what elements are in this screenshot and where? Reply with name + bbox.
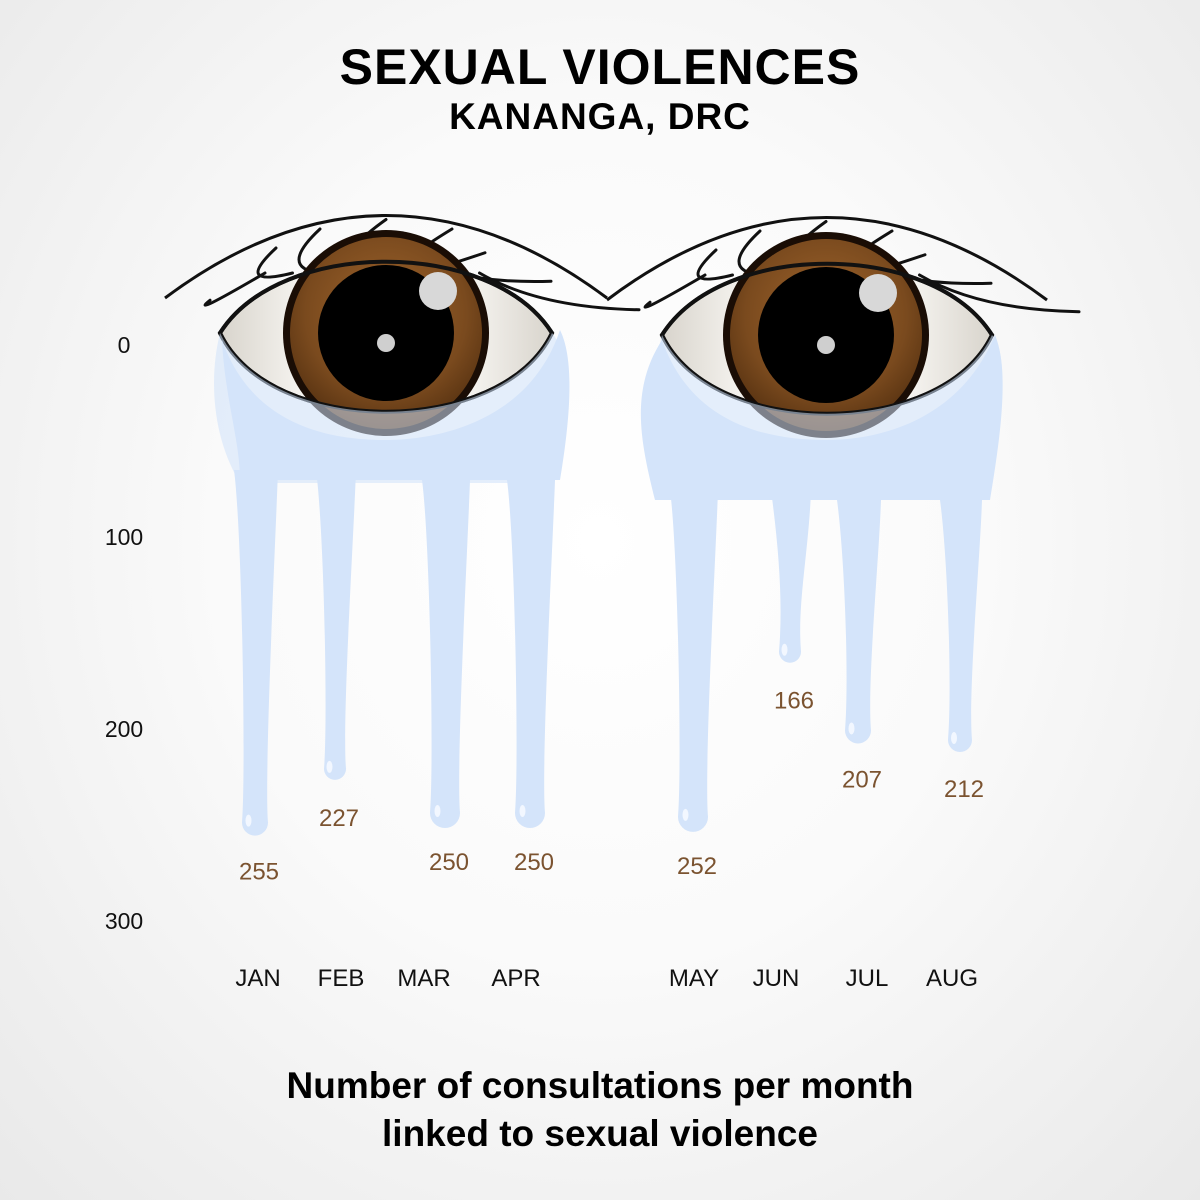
value-label-mar: 250	[429, 849, 469, 876]
tear-drip-apr	[507, 480, 555, 828]
tear-drip-shine	[781, 643, 788, 656]
month-label-jan: JAN	[235, 965, 280, 992]
y-tick-300: 300	[105, 908, 143, 934]
value-label-jul: 207	[842, 766, 882, 793]
eyelash	[918, 273, 1081, 314]
tear-drip-shine	[245, 814, 252, 827]
y-tick-200: 200	[105, 716, 143, 742]
tear-drip-feb	[316, 470, 356, 780]
y-tick-0: 0	[118, 332, 131, 358]
tears-layer	[222, 330, 1003, 836]
eyelash	[256, 246, 294, 279]
tear-drip-shine	[951, 732, 957, 745]
tear-drip-shine	[326, 760, 333, 773]
highlight-small	[817, 336, 835, 354]
eyelash	[478, 271, 641, 312]
tear-drip-shine	[848, 722, 855, 735]
x-axis: JAN FEB MAR APR MAY JUN JUL AUG	[235, 965, 978, 992]
eyelash	[696, 248, 734, 281]
value-label-jan: 255	[239, 859, 279, 886]
eyelash	[643, 273, 707, 309]
tear-drip-shine	[519, 805, 526, 817]
caption-line-2: linked to sexual violence	[382, 1113, 818, 1154]
month-label-apr: APR	[491, 965, 540, 992]
tear-drip-jan	[234, 470, 278, 836]
value-label-aug: 212	[944, 776, 984, 803]
month-label-feb: FEB	[318, 965, 365, 992]
value-label-may: 252	[677, 853, 717, 880]
value-label-apr: 250	[514, 849, 554, 876]
chart-title: SEXUAL VIOLENCES	[339, 39, 861, 95]
tear-blob-left	[222, 330, 570, 480]
tear-drip-jul	[837, 500, 881, 744]
month-label-mar: MAR	[397, 965, 450, 992]
value-labels: 255 227 250 250 252 166 207 212	[239, 688, 984, 886]
tear-drip-mar	[422, 480, 470, 828]
month-label-aug: AUG	[926, 965, 978, 992]
tear-drip-jun	[771, 490, 811, 663]
tear-drip-shine	[434, 805, 441, 817]
highlight-small	[377, 334, 395, 352]
tear-drip-aug	[940, 500, 982, 753]
y-axis: 0 100 200 300	[105, 332, 143, 934]
pupil	[758, 267, 894, 403]
eyelash	[203, 271, 267, 307]
month-label-may: MAY	[669, 965, 719, 992]
chart-subtitle: KANANGA, DRC	[449, 96, 751, 137]
y-tick-100: 100	[105, 524, 143, 550]
eyelash-line	[606, 216, 1048, 302]
value-label-feb: 227	[319, 805, 359, 832]
eyelash-line	[164, 214, 608, 300]
caption-line-1: Number of consultations per month	[286, 1065, 914, 1106]
value-label-jun: 166	[774, 688, 814, 715]
eyes-illustration	[164, 214, 1081, 485]
highlight-large	[419, 272, 457, 310]
chart-caption: Number of consultations per month linked…	[0, 1062, 1200, 1158]
tear-drip-may	[670, 490, 718, 832]
month-label-jun: JUN	[753, 965, 800, 992]
tear-blob-right	[640, 335, 1003, 500]
highlight-large	[859, 274, 897, 312]
month-label-jul: JUL	[846, 965, 889, 992]
pupil	[318, 265, 454, 401]
tear-drip-shine	[682, 808, 689, 821]
